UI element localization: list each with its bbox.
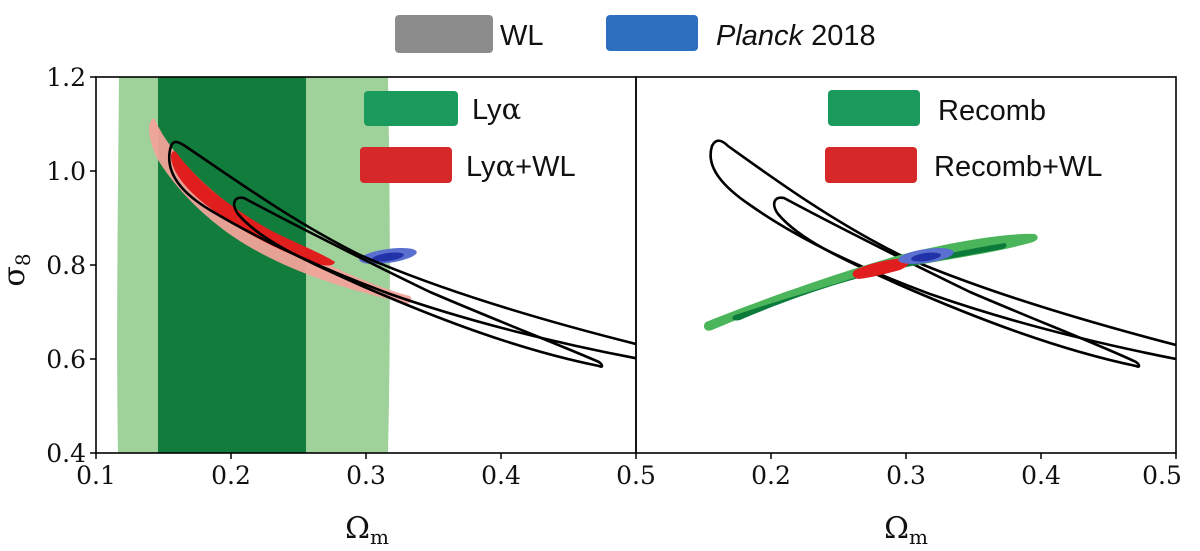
wl-legend-label: WL xyxy=(500,20,544,52)
wl-outer-contour xyxy=(709,139,1176,361)
y-tick-label: 0.8 xyxy=(46,251,86,280)
planck-legend-swatch xyxy=(606,15,698,51)
left-y-ticks xyxy=(90,76,96,454)
recomb-outer-contour xyxy=(704,233,1038,331)
x-tick-label: 0.5 xyxy=(616,461,656,490)
lya-wl-legend-label: Lyα+WL xyxy=(466,149,576,183)
x-tick-label: 0.3 xyxy=(346,461,386,490)
planck-inner-contour xyxy=(372,252,404,262)
lya-wl-outer-contour xyxy=(149,118,412,304)
x-tick-label: 0.1 xyxy=(76,461,116,490)
wl-inner-contour xyxy=(772,196,1141,368)
right-panel: Recomb Recomb+WL 0.2 0.3 0.4 0.5 Ωm xyxy=(635,76,1182,549)
right-inset-legend: Recomb Recomb+WL xyxy=(825,90,1102,183)
right-x-ticks xyxy=(770,453,1177,459)
wl-inner-contour xyxy=(232,196,604,368)
left-inset-legend: Lyα Lyα+WL xyxy=(360,91,576,183)
lya-wl-legend-swatch xyxy=(360,147,452,183)
recomb-legend-label: Recomb xyxy=(938,95,1046,127)
x-tick-label: 0.5 xyxy=(1142,461,1182,490)
left-x-axis-label: Ωm xyxy=(345,511,389,549)
x-tick-label: 0.3 xyxy=(886,461,926,490)
y-tick-label: 0.4 xyxy=(46,439,86,468)
right-x-axis-label: Ωm xyxy=(884,511,928,549)
y-axis-label: σ8 xyxy=(0,253,35,286)
x-tick-label: 0.2 xyxy=(751,461,791,490)
x-tick-label: 0.4 xyxy=(481,461,521,490)
recomb-inner-contour xyxy=(732,243,1007,321)
recomb-legend-swatch xyxy=(828,90,920,126)
lya-legend-swatch xyxy=(364,91,458,126)
lya-legend-label: Lyα xyxy=(472,92,521,126)
lya-inner-contour xyxy=(158,77,306,453)
lya-wl-inner-contour xyxy=(171,151,335,266)
planck-legend-label: Planck 2018 xyxy=(716,20,876,52)
left-x-ticks xyxy=(95,453,637,459)
recomb-wl-legend-swatch xyxy=(825,147,917,183)
x-tick-label: 0.2 xyxy=(211,461,251,490)
recomb-wl-legend-label: Recomb+WL xyxy=(934,151,1102,183)
wl-legend-swatch xyxy=(395,15,493,53)
y-tick-label: 1.0 xyxy=(46,157,86,186)
top-legend: WL Planck 2018 xyxy=(395,15,876,53)
planck-inner-contour xyxy=(911,252,941,262)
y-tick-label: 0.6 xyxy=(46,345,86,374)
y-tick-label: 1.2 xyxy=(46,63,86,92)
x-tick-label: 0.4 xyxy=(1021,461,1061,490)
left-panel: Lyα Lyα+WL 1.2 1.0 0.8 0.6 0.4 xyxy=(0,63,656,549)
recomb-wl-contour xyxy=(852,258,910,279)
wl-outer-contour xyxy=(167,140,636,360)
